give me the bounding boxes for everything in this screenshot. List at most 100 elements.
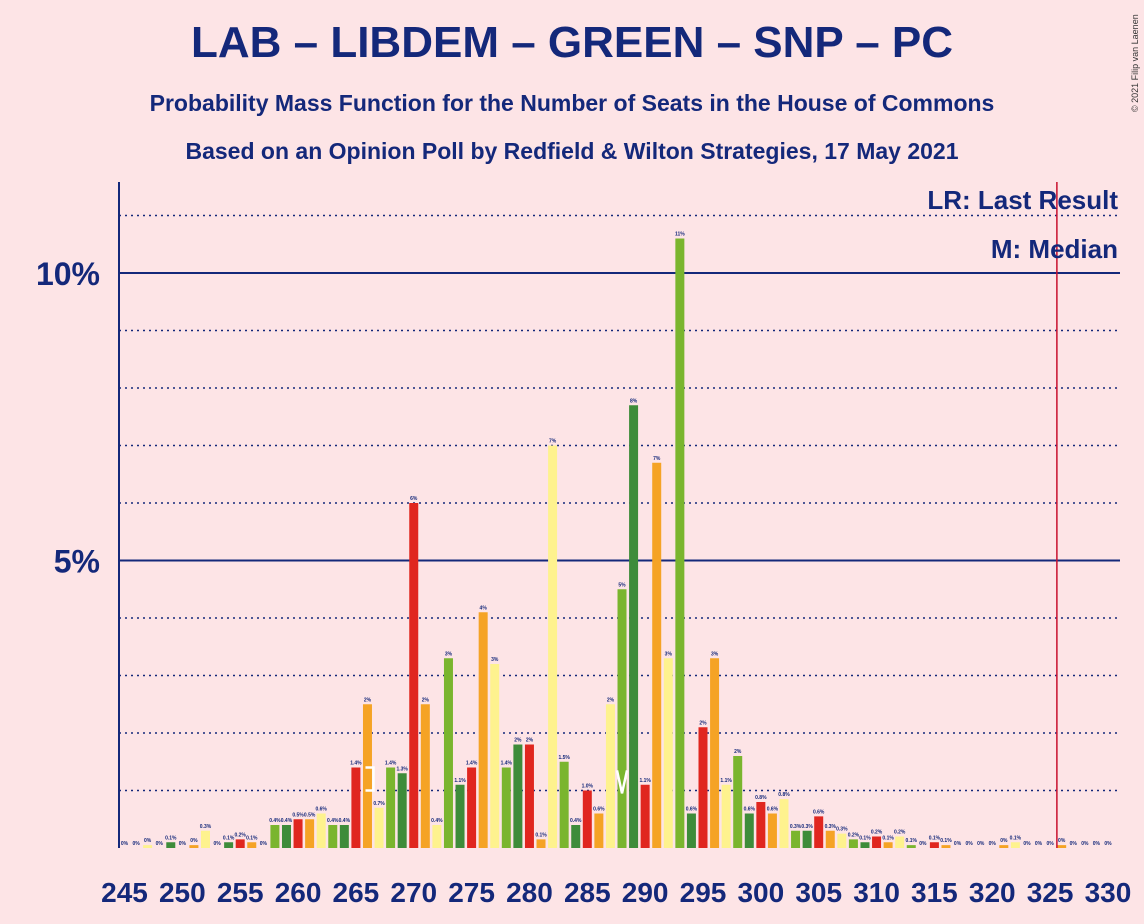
bar-value-label: 0.4% bbox=[327, 818, 339, 824]
bar-value-label: 0% bbox=[1093, 841, 1101, 847]
bar bbox=[490, 664, 500, 848]
y-axis-ticks: 5% 10% bbox=[36, 256, 100, 580]
bar bbox=[339, 825, 349, 848]
bar-value-label: 3% bbox=[665, 651, 673, 657]
bar bbox=[316, 813, 326, 848]
bar-value-label: 7% bbox=[653, 456, 661, 462]
x-tick-label: 280 bbox=[506, 877, 553, 908]
bar bbox=[929, 842, 939, 848]
markers bbox=[365, 182, 1058, 848]
bar-value-label: 1.1% bbox=[454, 778, 466, 784]
bar-value-label: 0.1% bbox=[1010, 835, 1022, 841]
bar bbox=[698, 727, 708, 848]
bar bbox=[374, 807, 384, 848]
bar-value-label: 2% bbox=[514, 738, 522, 744]
bar-value-label: 0.1% bbox=[535, 832, 547, 838]
bar-value-label: 2% bbox=[526, 738, 534, 744]
bar bbox=[467, 767, 477, 848]
bar bbox=[536, 839, 546, 848]
bar-value-label: 0% bbox=[1035, 841, 1043, 847]
bar-value-label: 7% bbox=[549, 439, 557, 445]
bar bbox=[767, 813, 777, 848]
bar-value-label: 1.1% bbox=[720, 778, 732, 784]
bar bbox=[224, 842, 234, 848]
bar-value-label: 0.8% bbox=[778, 792, 790, 798]
bar-labels: 0% 0% 0% 0%0.1%0% 0%0.3%0%0.1% 0.2% 0.1%0%0.4%… bbox=[121, 232, 1112, 848]
bar bbox=[432, 825, 442, 848]
bar bbox=[1010, 842, 1020, 848]
x-tick-label: 260 bbox=[275, 877, 322, 908]
bar bbox=[281, 825, 291, 848]
bar-value-label: 0% bbox=[1070, 841, 1078, 847]
x-tick-label: 320 bbox=[969, 877, 1016, 908]
bar bbox=[328, 825, 338, 848]
bar bbox=[351, 767, 361, 848]
bar-value-label: 3% bbox=[445, 651, 453, 657]
bar bbox=[247, 842, 257, 848]
bar-value-label: 0% bbox=[977, 841, 985, 847]
bar bbox=[860, 842, 870, 848]
bar-value-label: 0% bbox=[965, 841, 973, 847]
bar-value-label: 0% bbox=[260, 841, 268, 847]
bar-value-label: 0% bbox=[1023, 841, 1031, 847]
bar-value-label: 0.1% bbox=[223, 835, 235, 841]
bar bbox=[814, 816, 824, 848]
bar bbox=[501, 767, 511, 848]
bar-value-label: 0% bbox=[1046, 841, 1054, 847]
bar-value-label: 0.1% bbox=[929, 835, 941, 841]
bar-value-label: 0.4% bbox=[269, 818, 281, 824]
x-tick-label: 265 bbox=[333, 877, 380, 908]
bar-value-label: 0% bbox=[179, 841, 187, 847]
bar-value-label: 5% bbox=[618, 582, 626, 588]
x-tick-label: 305 bbox=[795, 877, 842, 908]
bar-value-label: 3% bbox=[491, 657, 499, 663]
bar-value-label: 0% bbox=[121, 841, 129, 847]
bar-value-label: 0.1% bbox=[906, 838, 918, 844]
median-marker bbox=[615, 770, 629, 794]
x-axis-ticks: 245 250 255 260 265 270 275 280 285 290 295 300 305 3… bbox=[101, 877, 1131, 908]
bar bbox=[617, 589, 627, 848]
bar bbox=[825, 830, 835, 848]
bar-value-label: 0.4% bbox=[339, 818, 351, 824]
copyright-note: © 2021 Filip van Laenen bbox=[1130, 14, 1140, 112]
y-tick-label: 10% bbox=[36, 256, 100, 292]
bars bbox=[143, 238, 1067, 848]
bar-value-label: 0.1% bbox=[165, 835, 177, 841]
bar-value-label: 1.4% bbox=[501, 761, 513, 767]
bar bbox=[779, 799, 789, 848]
range-marker bbox=[365, 766, 375, 792]
bar-value-label: 0.3% bbox=[801, 824, 813, 830]
bar bbox=[397, 773, 407, 848]
bar bbox=[883, 842, 893, 848]
bar bbox=[305, 819, 315, 848]
bar-value-label: 0.7% bbox=[373, 801, 385, 807]
bar-value-label: 0% bbox=[954, 841, 962, 847]
bar-value-label: 1.4% bbox=[466, 761, 478, 767]
bar bbox=[721, 784, 731, 848]
bar-value-label: 2% bbox=[699, 720, 707, 726]
bar bbox=[872, 836, 882, 848]
x-tick-label: 255 bbox=[217, 877, 264, 908]
grid-lines bbox=[119, 214, 1120, 792]
bar-value-label: 2% bbox=[734, 749, 742, 755]
bar-value-label: 0.2% bbox=[234, 832, 246, 838]
bar bbox=[143, 845, 153, 848]
bar bbox=[744, 813, 754, 848]
bar bbox=[686, 813, 696, 848]
bar-value-label: 0.5% bbox=[292, 812, 304, 818]
x-tick-label: 315 bbox=[911, 877, 958, 908]
bar bbox=[640, 784, 650, 848]
bar-value-label: 0.3% bbox=[825, 824, 837, 830]
bar-value-label: 0.6% bbox=[744, 807, 756, 813]
bar-value-label: 11% bbox=[675, 232, 685, 238]
bar-value-label: 0% bbox=[1000, 838, 1008, 844]
bar-value-label: 0% bbox=[919, 841, 927, 847]
bar bbox=[571, 825, 581, 848]
bar-value-label: 1.5% bbox=[558, 755, 570, 761]
bar-value-label: 0.2% bbox=[848, 832, 860, 838]
bar-value-label: 6% bbox=[410, 496, 418, 502]
bar bbox=[386, 767, 396, 848]
bar-value-label: 0.3% bbox=[200, 824, 212, 830]
x-tick-label: 285 bbox=[564, 877, 611, 908]
